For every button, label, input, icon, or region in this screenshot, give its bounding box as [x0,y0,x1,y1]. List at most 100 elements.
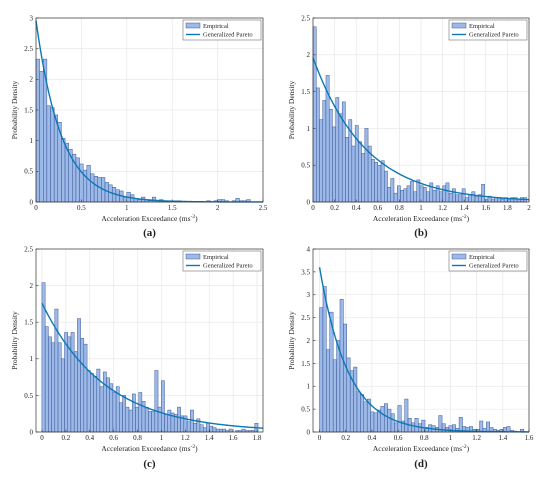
fit-curve [41,302,264,429]
histogram-bar [361,153,366,203]
x-tick-label: 1.2 [472,434,481,442]
y-tick-label: 2 [30,282,34,290]
histogram-bar [138,392,143,433]
y-axis-label: Probability Density [10,311,19,370]
y-axis-label: Probability Density [10,80,19,139]
histogram-bar [86,164,91,203]
histogram-bar [345,137,349,203]
x-tick-label: 0.8 [133,434,142,442]
x-tick-label: 0.6 [109,434,118,442]
histogram-bar [397,405,402,433]
x-tick-label: 1.6 [229,434,238,442]
histogram-bar [119,402,123,433]
x-tick-label: 0 [318,434,322,442]
x-tick-label: 1.4 [205,434,214,442]
histogram-bar [93,376,97,433]
y-tick-label: 2.5 [301,14,310,22]
y-tick-label: 0.5 [301,162,310,170]
histogram-bar [122,395,127,433]
legend-label-fit: Generalized Pareto [203,32,253,39]
histogram-bar [380,406,385,433]
y-axis-label: Probability Density [287,311,296,370]
histogram-bar [61,358,65,433]
histogram-bar [411,422,416,433]
x-tick-label: 0 [311,204,315,212]
histogram-bar [128,409,133,433]
histogram-bar [404,398,409,433]
legend-box [448,19,528,41]
fit-curve [318,267,530,433]
histogram-bar [102,371,107,433]
legend: Empirical Generalized Pareto [448,250,528,272]
x-tick-label: 1.2 [181,434,190,442]
axes-frame [35,248,264,433]
histogram-bar [202,427,207,433]
histogram-bar [97,177,102,203]
y-tick-label: 0.5 [24,392,33,400]
y-tick-label: 1 [30,137,34,145]
histogram-bar [161,380,165,433]
y-tick-label: 3 [307,291,311,299]
histogram-bar [154,370,159,433]
y-tick-label: 2 [30,76,34,84]
histogram-bar [465,197,469,203]
histogram-bar [403,188,408,203]
histogram-bar [336,340,341,433]
x-tick-label: 0.2 [330,204,339,212]
histogram-bar [46,105,51,203]
histogram-bar [312,26,317,203]
x-tick-label: 2 [527,204,531,212]
histogram-bar [387,408,392,433]
histogram-bar [132,393,136,433]
histogram-bar [422,187,427,203]
histogram-bar [439,191,443,203]
y-tick-label: 0.5 [301,406,310,414]
x-tick-label: 0.2 [61,434,70,442]
histogram-bar [151,411,156,433]
y-tick-label: 2.5 [301,314,310,322]
histogram-bar [390,413,395,433]
histogram-bar [474,195,479,203]
fit-curve [312,57,530,201]
x-axis-label: Acceleration Exceedance (ms-2) [373,444,470,453]
histogram-bar [458,417,463,433]
histogram-bar [222,428,227,433]
y-tick-label: 0 [30,428,34,436]
panel-label: (d) [414,458,428,470]
histogram-bar [125,406,130,433]
histogram-bar [99,386,104,433]
x-tick-label: 1.6 [481,204,490,212]
histogram-bar [394,422,399,433]
histogram-bar [322,100,327,203]
histogram-bar [419,185,424,203]
legend-label-empirical: Empirical [469,254,495,261]
x-tick-label: 1.4 [460,204,469,212]
histogram-bar [53,114,59,203]
y-tick-label: 1.5 [301,360,310,368]
histogram-bar [353,366,358,433]
panel-label: (a) [143,227,156,239]
y-tick-label: 0.5 [24,168,33,176]
histogram-bar [57,342,62,433]
histogram-bar [35,58,40,203]
legend-label-fit: Generalized Pareto [203,263,253,270]
x-tick-label: 1.2 [438,204,447,212]
legend-label-fit: Generalized Pareto [469,32,519,39]
histogram-bar [199,424,204,433]
legend-swatch-empirical [185,22,201,29]
legend-swatch-empirical [451,22,467,29]
x-tick-label: 1.5 [168,204,177,212]
chart-panel-1: 0 0.5 1 1.5 2 2.5 0 0.5 1 1.5 2 2.5 3 Acceleration Ex… [10,14,268,239]
histogram-bar [70,332,75,433]
y-tick-label: 1.5 [24,106,33,114]
histogram-bar [448,192,453,203]
legend: Empirical Generalized Pareto [182,19,262,41]
histogram-bar [112,392,117,433]
histogram-bar [135,406,139,433]
x-tick-label: 2 [216,204,220,212]
histogram-bar [384,170,388,203]
histogram-bar [339,299,344,433]
histogram-bar [341,101,346,203]
histogram-bar [164,414,168,433]
